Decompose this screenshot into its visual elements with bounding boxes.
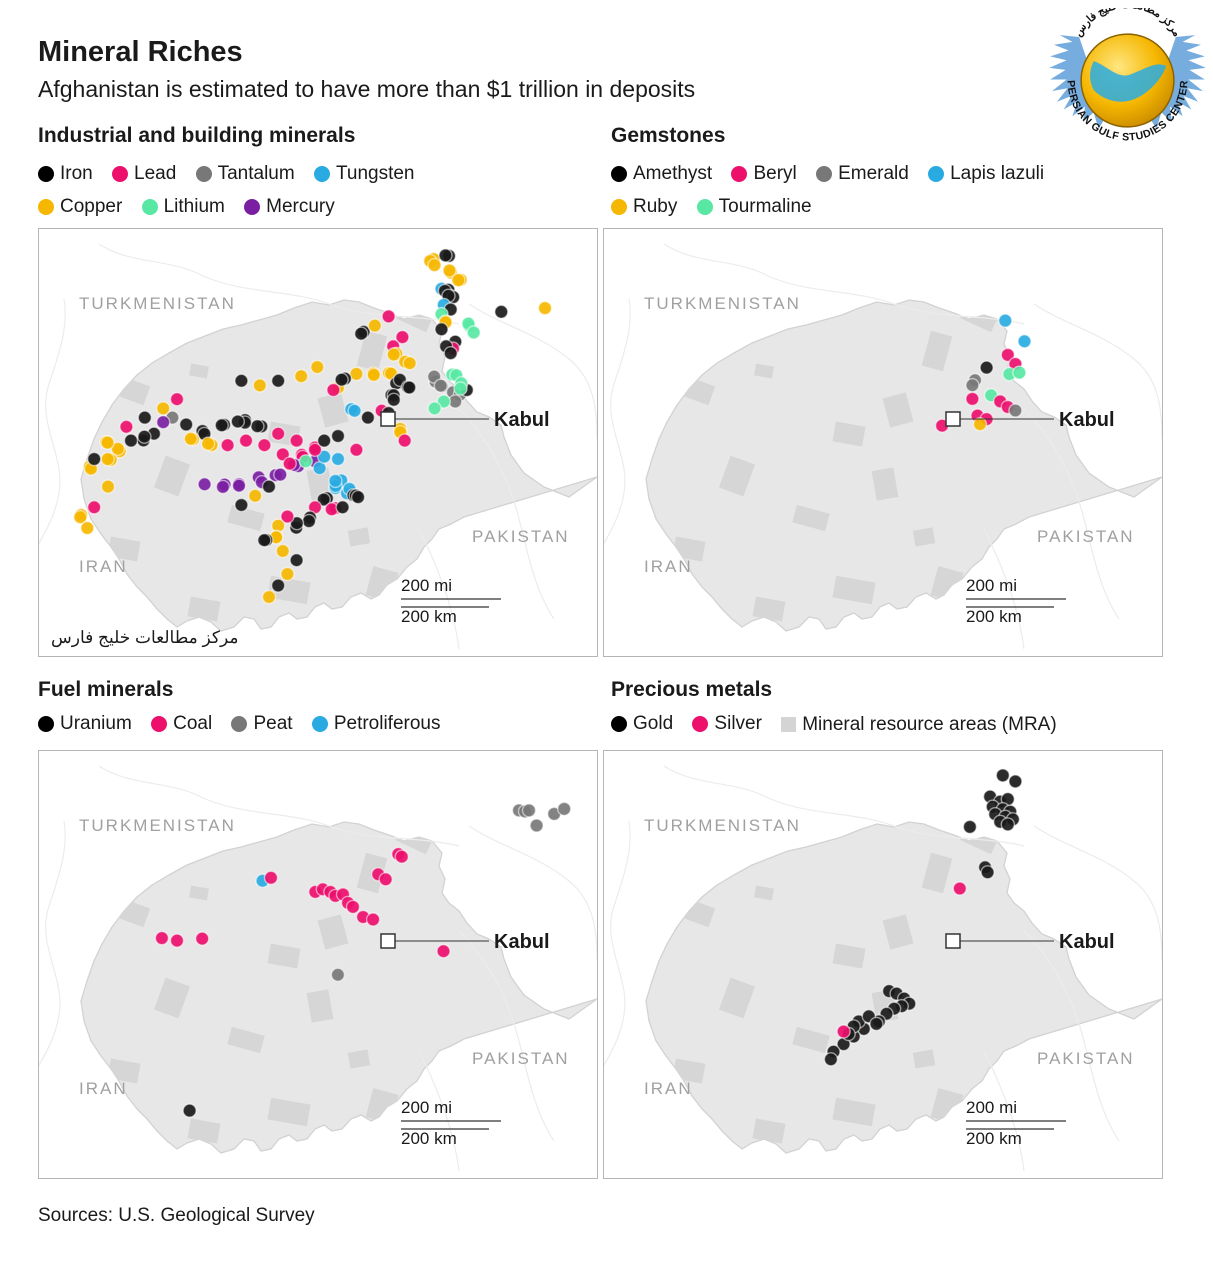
svg-text:200 km: 200 km [966, 607, 1022, 626]
svg-text:Kabul: Kabul [1059, 409, 1115, 431]
svg-text:PAKISTAN: PAKISTAN [1037, 1049, 1135, 1068]
svg-text:200 mi: 200 mi [966, 1098, 1017, 1117]
svg-text:IRAN: IRAN [644, 1079, 693, 1098]
svg-text:Kabul: Kabul [494, 409, 550, 431]
svg-text:TURKMENISTAN: TURKMENISTAN [644, 816, 801, 835]
svg-text:PAKISTAN: PAKISTAN [1037, 527, 1135, 546]
svg-text:200 mi: 200 mi [401, 576, 452, 595]
svg-text:200 km: 200 km [401, 1129, 457, 1148]
svg-text:IRAN: IRAN [79, 1079, 128, 1098]
svg-text:Kabul: Kabul [1059, 931, 1115, 953]
svg-text:PAKISTAN: PAKISTAN [472, 527, 570, 546]
svg-text:IRAN: IRAN [644, 557, 693, 576]
svg-text:TURKMENISTAN: TURKMENISTAN [79, 816, 236, 835]
svg-text:200 km: 200 km [401, 607, 457, 626]
svg-text:TURKMENISTAN: TURKMENISTAN [644, 294, 801, 313]
svg-text:PAKISTAN: PAKISTAN [472, 1049, 570, 1068]
svg-text:Kabul: Kabul [494, 931, 550, 953]
svg-text:200 mi: 200 mi [401, 1098, 452, 1117]
svg-text:IRAN: IRAN [79, 557, 128, 576]
svg-text:200 km: 200 km [966, 1129, 1022, 1148]
svg-text:TURKMENISTAN: TURKMENISTAN [79, 294, 236, 313]
svg-text:200 mi: 200 mi [966, 576, 1017, 595]
